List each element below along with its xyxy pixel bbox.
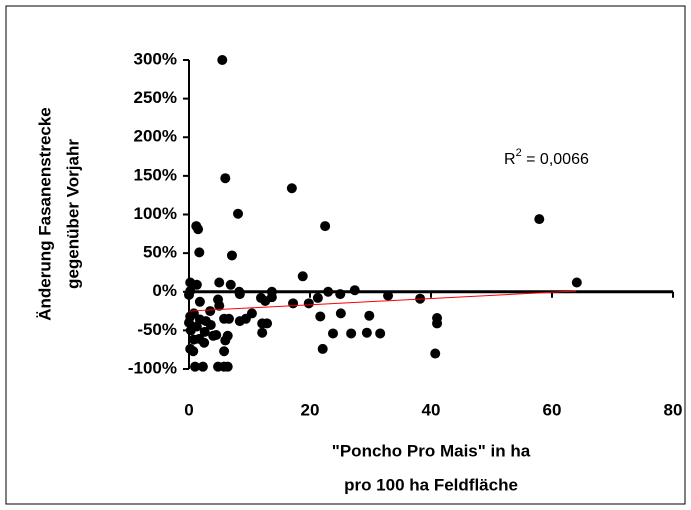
point (214, 277, 225, 288)
y-tick-label: 200% (134, 127, 177, 146)
point (364, 310, 375, 321)
point (222, 361, 233, 372)
annotation-text: R (504, 151, 516, 168)
point (217, 55, 228, 65)
point (223, 313, 234, 324)
y-tick-label: 150% (134, 165, 177, 184)
point (262, 318, 273, 329)
point (190, 361, 201, 372)
point (214, 300, 225, 311)
point (197, 361, 208, 372)
point (323, 286, 334, 297)
x-axis-label: pro 100 ha Feldfläche (344, 475, 518, 494)
point (571, 277, 582, 288)
point (320, 221, 331, 232)
point (335, 289, 346, 300)
x-tick-label: 40 (422, 400, 441, 419)
point (346, 328, 357, 339)
annotation: R2 = 0,0066 (504, 147, 589, 168)
x-tick-label: 0 (184, 400, 193, 419)
point (246, 308, 257, 319)
point (199, 337, 210, 348)
point (288, 298, 299, 309)
point (257, 327, 268, 338)
point (191, 279, 202, 290)
point (312, 292, 323, 303)
point (375, 328, 386, 339)
point (225, 279, 236, 290)
point (205, 306, 216, 317)
point (335, 308, 346, 319)
point (315, 311, 326, 322)
point (349, 285, 360, 296)
point (184, 317, 194, 328)
point (317, 343, 328, 354)
y-tick-label: 250% (134, 88, 177, 107)
point (199, 326, 210, 337)
point (184, 289, 194, 300)
y-tick-label: -100% (128, 358, 177, 377)
point (233, 208, 244, 219)
y-tick-label: -50% (137, 320, 177, 339)
x-tick-label: 60 (543, 400, 562, 419)
y-axis-label: Änderung Fasanenstrecke (35, 107, 54, 321)
point (383, 290, 394, 301)
point (220, 173, 231, 184)
annotation-superscript: 2 (516, 147, 522, 159)
point (211, 330, 222, 341)
point (188, 346, 199, 357)
trendline (188, 290, 577, 312)
x-tick-label: 20 (301, 400, 320, 419)
point (297, 271, 308, 282)
point (194, 296, 205, 307)
point (286, 183, 297, 194)
y-tick-label: 300% (134, 49, 177, 68)
point (361, 327, 372, 338)
x-tick-label: 80 (664, 400, 683, 419)
point (194, 247, 205, 258)
point (303, 298, 314, 309)
annotation-text: = 0,0066 (522, 151, 589, 168)
point (260, 296, 271, 307)
point (191, 321, 202, 332)
point (534, 214, 545, 225)
point (219, 346, 230, 357)
point (222, 330, 233, 341)
point (327, 328, 338, 339)
y-axis-label: gegenüber Vorjahr (63, 139, 82, 289)
y-tick-label: 50% (143, 243, 177, 262)
point (234, 289, 245, 300)
point (432, 318, 443, 329)
x-axis-label: "Poncho Pro Mais" in ha (332, 441, 531, 460)
chart-border (5, 5, 686, 505)
point (205, 319, 216, 330)
y-tick-label: 100% (134, 204, 177, 223)
point (193, 224, 204, 235)
y-tick-label: 0% (152, 281, 177, 300)
point (430, 348, 441, 359)
point (226, 250, 237, 261)
